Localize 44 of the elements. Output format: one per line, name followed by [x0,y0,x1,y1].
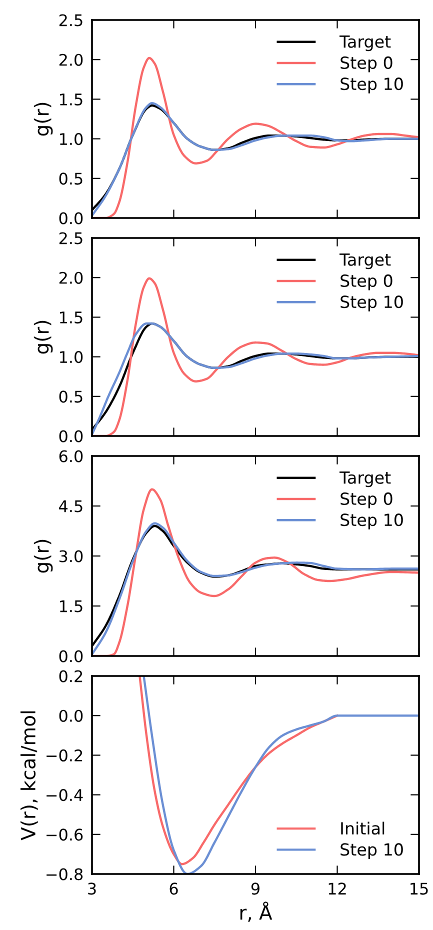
y-tick-label: 6.0 [59,450,83,462]
y-tick-label: 0.5 [59,390,82,403]
y-tick-label: 1.5 [60,600,82,612]
y-tick-label: 2.0 [59,54,83,66]
legend-label: Step 10 [340,514,403,530]
y-tick-label: 2.5 [59,232,82,244]
y-tick-label: 0.0 [59,710,83,722]
legend-label: Target [339,472,391,488]
x-tick-label: 12 [328,882,346,894]
y-tick-label: 0.0 [59,430,83,442]
x-tick-label: 9 [251,882,260,895]
legend-label: Step 10 [340,843,403,859]
y-tick-label: −0.6 [46,828,83,841]
x-tick-label: 6 [170,882,178,895]
y-tick-label: 0.5 [59,172,82,185]
y-axis-title: V(r), kcal/mol [20,711,38,840]
y-tick-label: −0.4 [46,789,83,802]
y-tick-label: 1.0 [60,351,83,364]
legend-label: Step 0 [340,492,392,508]
y-tick-label: 1.5 [60,312,82,324]
y-axis-title: g(r) [34,102,53,136]
legend-label: Step 10 [340,296,403,312]
y-tick-label: 0.0 [59,650,83,662]
y-tick-label: −0.2 [46,749,82,762]
y-axis-title: g(r) [34,540,53,573]
legend-label: Target [339,254,391,270]
legend-label: Step 0 [340,274,392,290]
legend-label: Step 10 [340,78,403,94]
legend-label: Step 0 [340,56,392,72]
y-tick-label: 2.5 [59,14,82,26]
y-tick-label: −0.8 [46,868,83,880]
y-tick-label: 4.5 [59,500,82,512]
y-tick-label: 3.0 [59,550,83,562]
x-axis-title: r, Å [240,902,272,922]
y-tick-label: 1.5 [60,94,82,106]
y-tick-label: 0.0 [59,212,83,224]
x-tick-label: 15 [410,882,428,895]
x-tick-label: 3 [88,882,96,895]
y-tick-label: 0.2 [59,670,82,682]
y-tick-label: 1.0 [60,133,83,146]
legend-label: Initial [341,822,384,835]
legend-label: Target [339,36,391,52]
y-tick-label: 2.0 [59,272,83,284]
y-axis-title: g(r) [34,320,53,354]
